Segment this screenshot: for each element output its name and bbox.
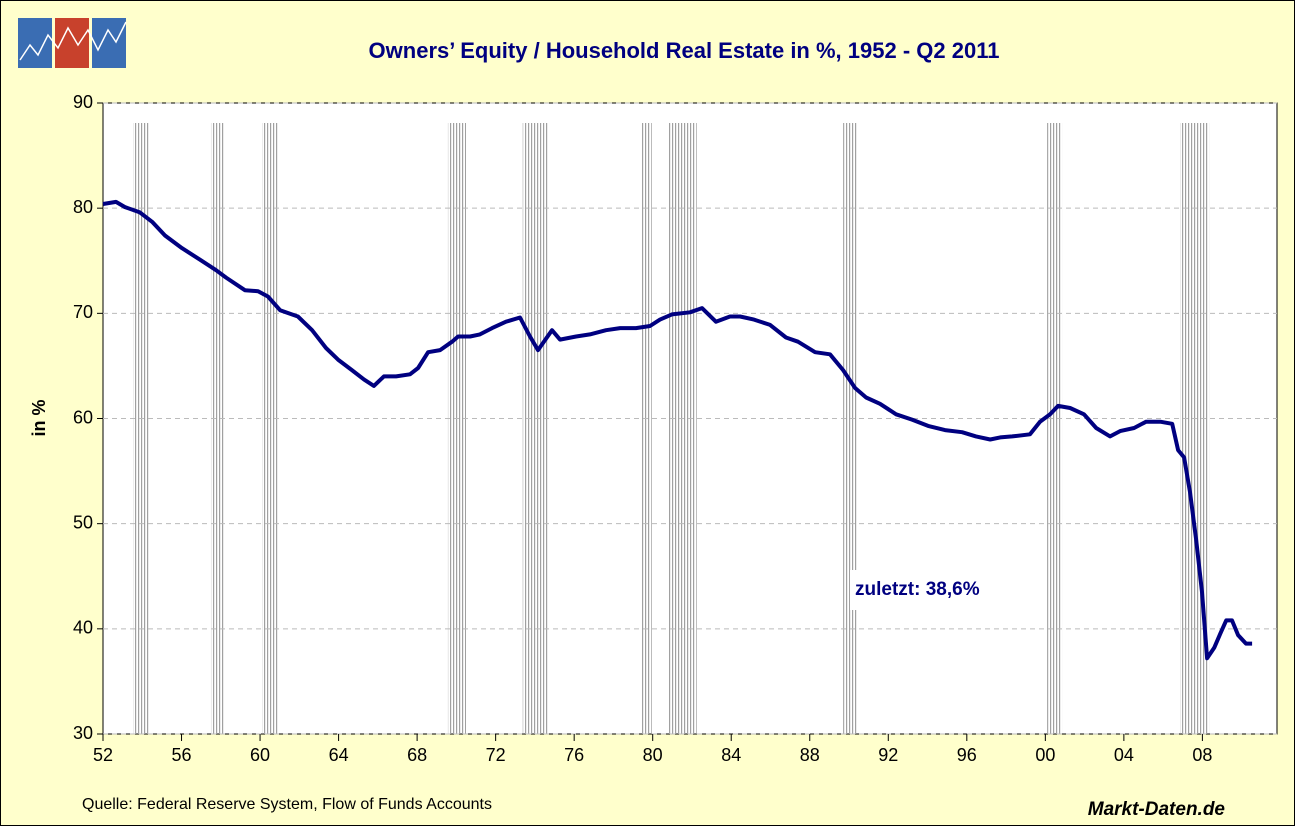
y-tick-label: 40 bbox=[73, 618, 93, 638]
y-tick-label: 80 bbox=[73, 197, 93, 217]
x-tick-label: 52 bbox=[93, 745, 113, 765]
x-tick-label: 68 bbox=[407, 745, 427, 765]
brand: Markt-Daten.de bbox=[1088, 799, 1226, 820]
recession-band bbox=[210, 123, 224, 734]
recession-band bbox=[640, 123, 652, 734]
y-tick-label: 70 bbox=[73, 302, 93, 322]
x-tick-label: 08 bbox=[1192, 745, 1212, 765]
x-tick-label: 80 bbox=[643, 745, 663, 765]
source: Quelle: Federal Reserve System, Flow of … bbox=[82, 796, 492, 813]
x-tick-label: 64 bbox=[329, 745, 349, 765]
y-tick-label: 50 bbox=[73, 512, 93, 532]
annotation: zuletzt: 38,6% bbox=[855, 579, 980, 600]
y-axis-label: in % bbox=[29, 399, 49, 436]
x-tick-label: 76 bbox=[564, 745, 584, 765]
annotation-box bbox=[850, 570, 1022, 610]
x-tick-label: 88 bbox=[800, 745, 820, 765]
recession-band bbox=[843, 123, 857, 734]
data-line bbox=[102, 199, 1253, 661]
x-tick-label: 56 bbox=[172, 745, 192, 765]
y-tick-label: 90 bbox=[73, 92, 93, 112]
x-tick-label: 72 bbox=[486, 745, 506, 765]
x-tick-label: 84 bbox=[721, 745, 741, 765]
recession-band bbox=[1047, 123, 1063, 734]
logo bbox=[18, 18, 127, 68]
recession-band bbox=[262, 123, 279, 734]
recession-band bbox=[447, 123, 466, 734]
y-tick-label: 60 bbox=[73, 407, 93, 427]
x-tick-label: 60 bbox=[250, 745, 270, 765]
recession-band bbox=[133, 123, 149, 734]
chart-title: Owners’ Equity / Household Real Estate i… bbox=[369, 38, 1000, 63]
recession-band bbox=[668, 123, 697, 734]
x-tick-label: 04 bbox=[1114, 745, 1134, 765]
x-tick-label: 00 bbox=[1035, 745, 1055, 765]
x-tick-label: 92 bbox=[878, 745, 898, 765]
recession-band bbox=[522, 123, 548, 734]
y-tick-label: 30 bbox=[73, 723, 93, 743]
x-tick-label: 96 bbox=[957, 745, 977, 765]
